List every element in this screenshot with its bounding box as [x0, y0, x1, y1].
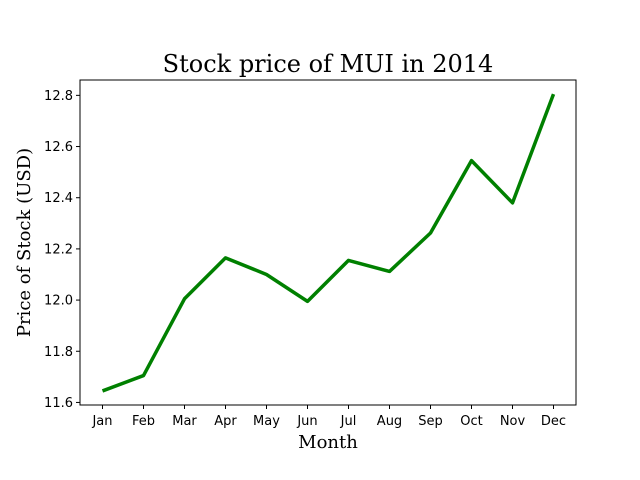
chart-title: Stock price of MUI in 2014: [163, 50, 494, 78]
series-line: [101, 93, 556, 393]
x-tick-label: Jan: [91, 414, 112, 429]
x-axis: Jan Feb Mar Apr May Jun Jul Aug Sep Oct Nov Dec: [91, 405, 566, 429]
y-tick-label: 12.2: [44, 242, 73, 257]
x-tick-label: May: [253, 414, 280, 429]
y-tick-label: 12.6: [44, 140, 73, 155]
x-tick-label: Sep: [418, 414, 443, 429]
x-tick-label: Oct: [460, 414, 482, 429]
y-tick-label: 11.6: [44, 396, 73, 411]
y-tick-label: 12.4: [44, 191, 73, 206]
y-axis-label: Price of Stock (USD): [14, 148, 35, 337]
y-tick-label: 12.0: [44, 294, 73, 309]
y-tick-label: 11.8: [44, 345, 73, 360]
x-tick-label: Mar: [172, 414, 197, 429]
x-tick-label: Aug: [377, 414, 402, 429]
y-tick-label: 12.8: [44, 89, 73, 104]
y-axis: 11.6 11.8 12.0 12.2 12.4 12.6 12.8: [44, 89, 80, 411]
x-tick-label: Jul: [340, 414, 357, 429]
x-tick-label: Apr: [214, 414, 237, 429]
plot-area: [79, 79, 577, 406]
x-tick-label: Jun: [296, 414, 317, 429]
x-tick-label: Nov: [500, 414, 526, 429]
x-tick-label: Dec: [541, 414, 566, 429]
x-tick-label: Feb: [132, 414, 155, 429]
x-axis-label: Month: [298, 432, 358, 453]
